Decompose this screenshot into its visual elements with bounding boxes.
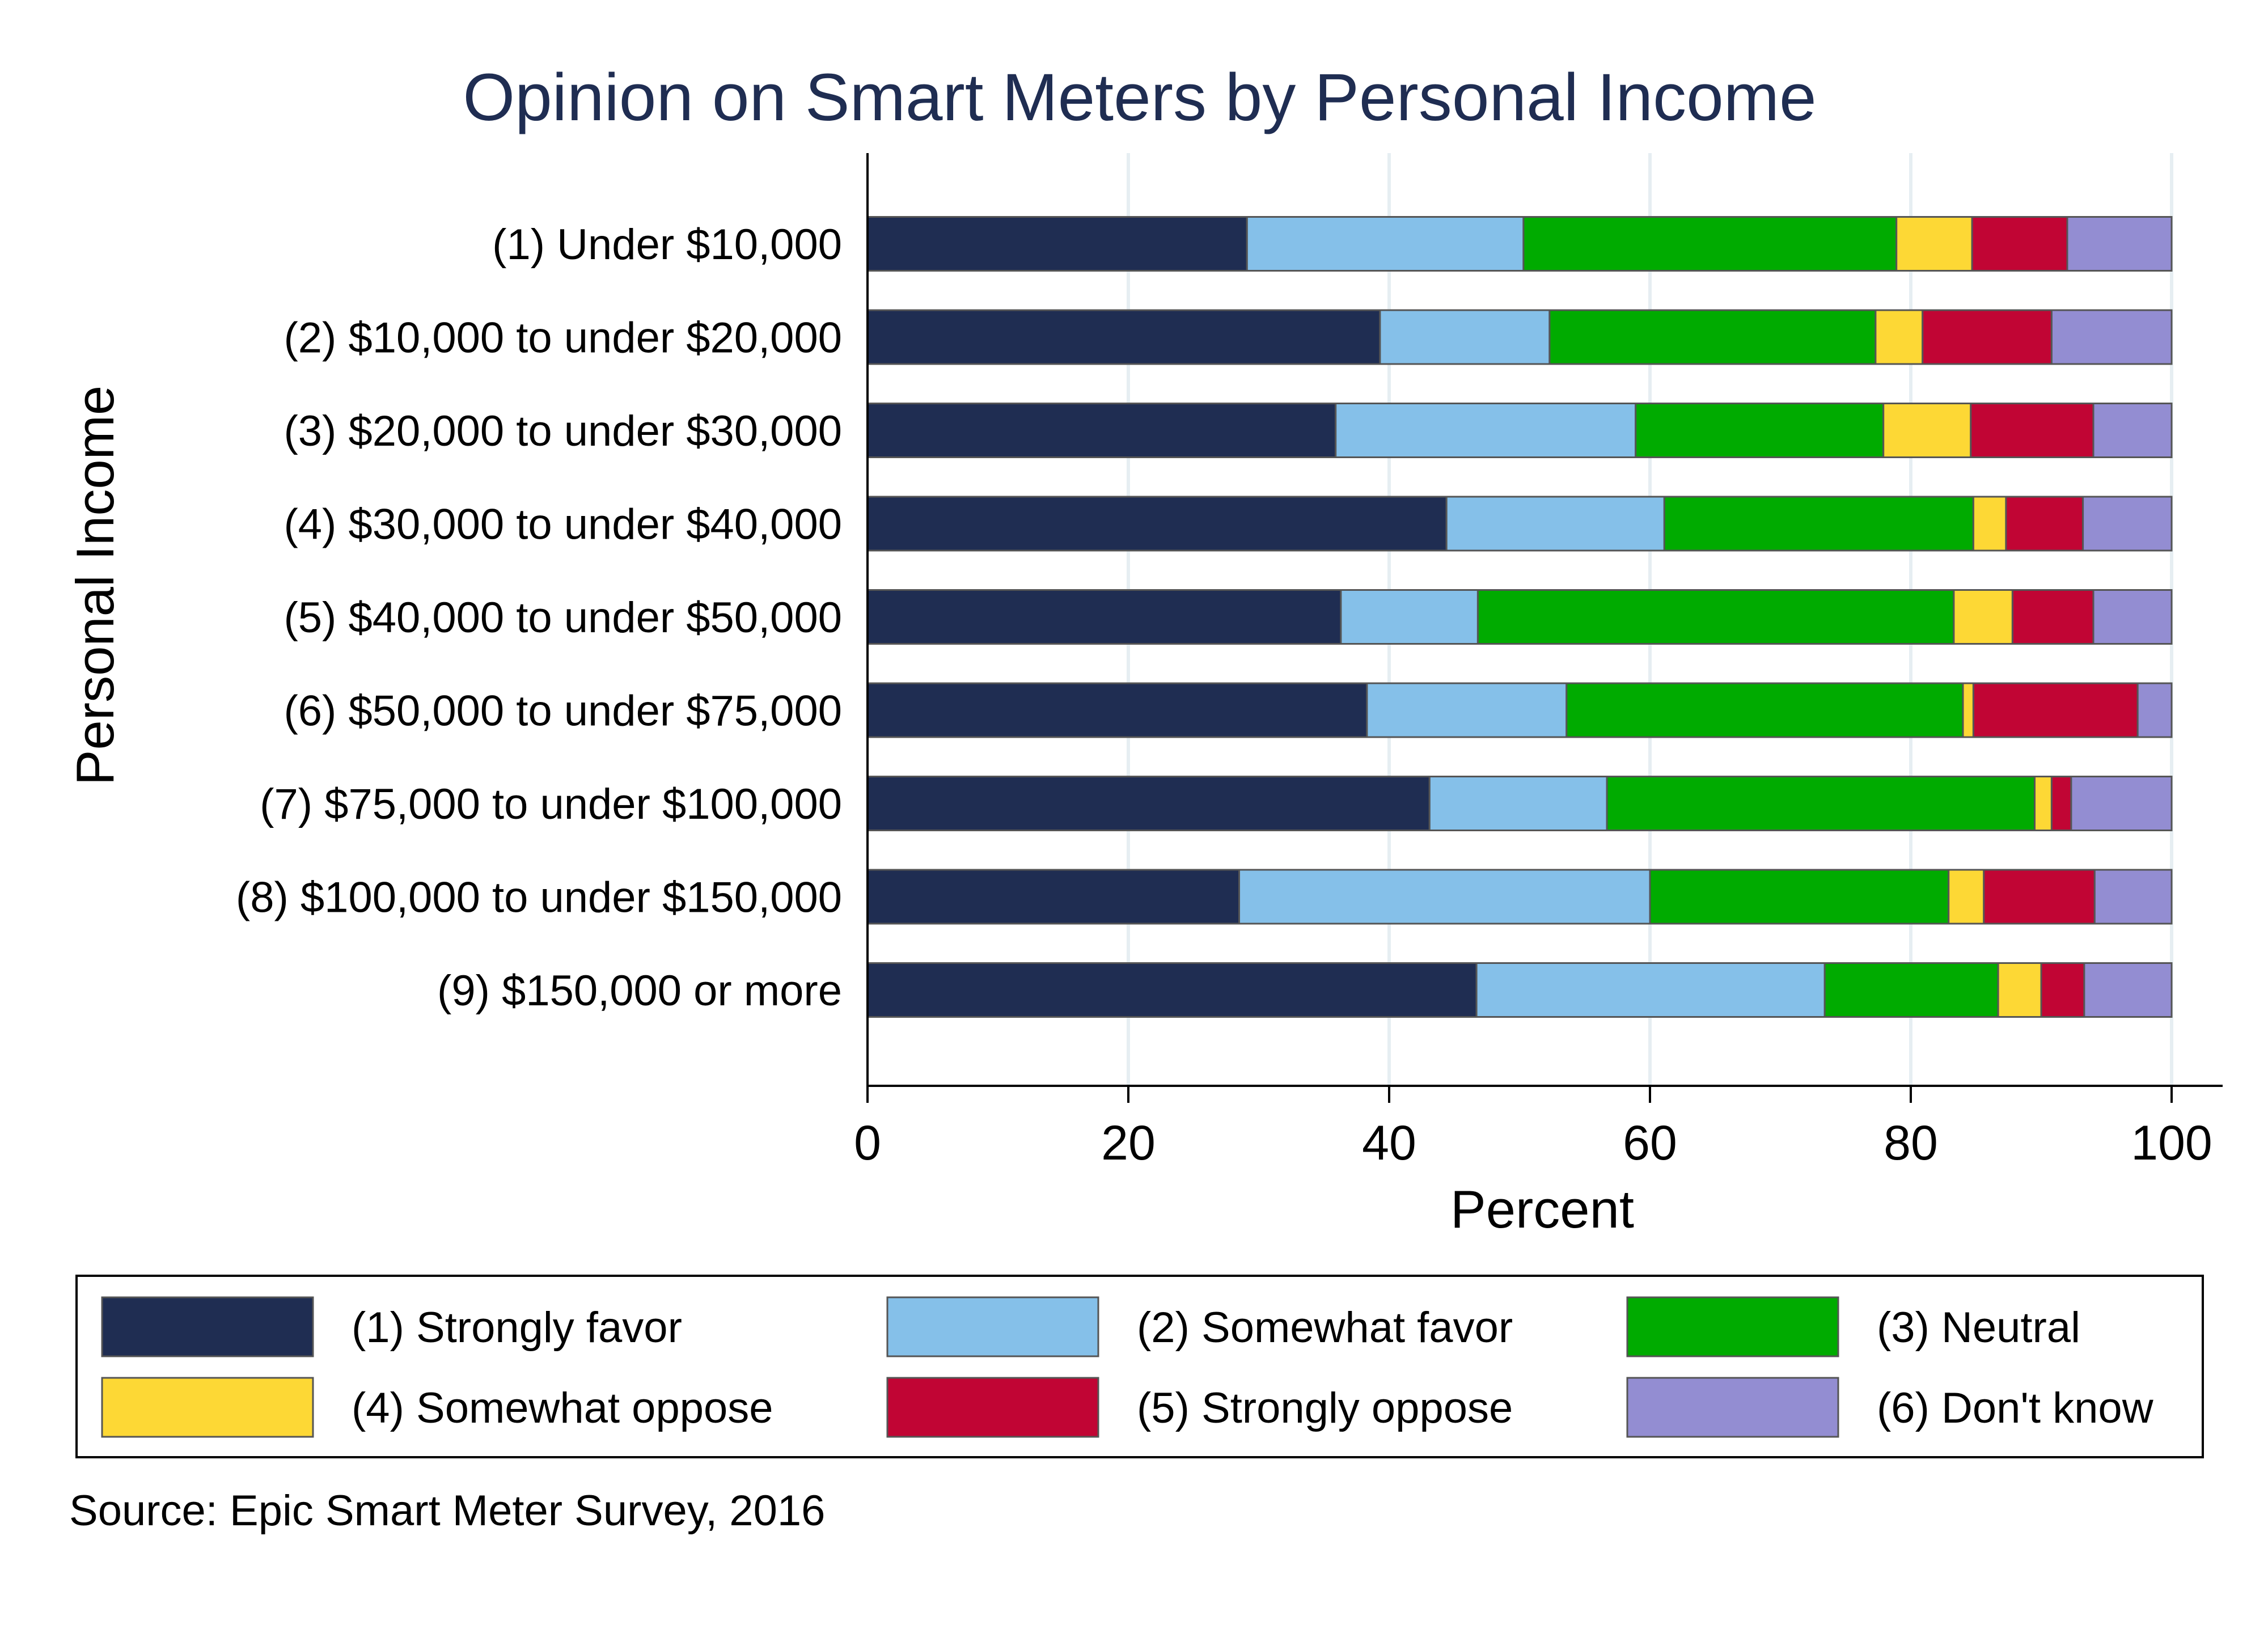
bar-segment <box>2011 589 2094 645</box>
bar-segment <box>866 776 1431 831</box>
bar-segment <box>1972 496 2007 552</box>
bar-segment <box>866 309 1381 365</box>
bar-segment <box>1948 869 1985 925</box>
bar-segment <box>1366 682 1568 738</box>
legend-label: (6) Don't know <box>1877 1384 2154 1432</box>
bar-segment <box>1475 962 1826 1018</box>
bar-segment <box>1565 682 1964 738</box>
bar-segment <box>2034 776 2053 831</box>
bar-segment <box>2082 496 2173 552</box>
bar-segment <box>2050 309 2173 365</box>
legend-label: (1) Strongly favor <box>352 1304 682 1352</box>
category-label: (5) $40,000 to under $50,000 <box>284 594 842 642</box>
category-label: (4) $30,000 to under $40,000 <box>284 501 842 549</box>
bar-segment <box>1882 403 1972 458</box>
chart-title: Opinion on Smart Meters by Personal Inco… <box>463 60 1816 135</box>
bar-segment <box>2066 216 2173 272</box>
legend: (1) Strongly favor (2) Somewhat favor (3) … <box>75 1275 2204 1458</box>
y-axis-labels: (1) Under $10,000 (2) $10,000 to under $2… <box>236 221 842 1015</box>
legend-swatch <box>1626 1377 1839 1438</box>
category-label: (2) $10,000 to under $20,000 <box>284 314 842 362</box>
legend-label: (4) Somewhat oppose <box>352 1384 773 1432</box>
bar-segment <box>1895 216 1973 272</box>
bar-segment <box>1875 309 1924 365</box>
bar-segment <box>2040 962 2085 1018</box>
bar-segment <box>866 216 1248 272</box>
legend-label: (2) Somewhat favor <box>1137 1304 1513 1352</box>
legend-swatch <box>101 1296 314 1357</box>
category-label: (7) $75,000 to under $100,000 <box>260 780 842 828</box>
bar-segment <box>866 589 1342 645</box>
bar-segment <box>1970 403 2094 458</box>
category-label: (9) $150,000 or more <box>437 967 842 1015</box>
source-note: Source: Epic Smart Meter Survey, 2016 <box>69 1487 825 1535</box>
bars <box>866 216 2173 1018</box>
legend-label: (3) Neutral <box>1877 1304 2080 1352</box>
x-tick-label: 100 <box>2131 1116 2212 1170</box>
bar-segment <box>2050 776 2072 831</box>
legend-label: (5) Strongly oppose <box>1137 1384 1513 1432</box>
legend-frame <box>75 1275 2204 1458</box>
bar-segment <box>1635 403 1885 458</box>
bar-segment <box>1823 962 1999 1018</box>
category-label: (1) Under $10,000 <box>492 221 842 269</box>
legend-swatch <box>101 1377 314 1438</box>
x-axis-title: Percent <box>1450 1179 1634 1239</box>
y-axis-title: Personal Income <box>65 386 125 785</box>
legend-swatch <box>886 1296 1099 1357</box>
bar-segment <box>2092 589 2173 645</box>
category-label: (8) $100,000 to under $150,000 <box>236 874 842 922</box>
bar-segment <box>1522 216 1898 272</box>
x-tick-label: 20 <box>1101 1116 1156 1170</box>
bar-segment <box>1649 869 1950 925</box>
bar-segment <box>1922 309 2053 365</box>
bar-segment <box>2136 682 2173 738</box>
bar-segment <box>866 682 1368 738</box>
bar-segment <box>1663 496 1974 552</box>
bar-segment <box>1962 682 1974 738</box>
x-axis-ticks: 0 20 40 60 80 100 <box>854 1086 2212 1170</box>
bar-segment <box>1340 589 1479 645</box>
x-tick-label: 60 <box>1623 1116 1677 1170</box>
category-label: (3) $20,000 to under $30,000 <box>284 407 842 455</box>
bar-segment <box>1445 496 1665 552</box>
bar-segment <box>2070 776 2173 831</box>
x-tick-label: 80 <box>1884 1116 1938 1170</box>
bar-segment <box>866 496 1448 552</box>
bar-segment <box>1971 216 2068 272</box>
legend-swatch <box>1626 1296 1839 1357</box>
bar-segment <box>1953 589 2013 645</box>
legend-swatch <box>886 1377 1099 1438</box>
bar-segment <box>1428 776 1608 831</box>
bar-segment <box>866 403 1337 458</box>
bar-segment <box>1606 776 2036 831</box>
bar-segment <box>2092 403 2173 458</box>
x-tick-label: 40 <box>1362 1116 1416 1170</box>
bar-segment <box>1379 309 1551 365</box>
bar-segment <box>1335 403 1637 458</box>
bar-segment <box>1548 309 1877 365</box>
bar-segment <box>1983 869 2096 925</box>
category-label: (6) $50,000 to under $75,000 <box>284 687 842 735</box>
bar-segment <box>1476 589 1955 645</box>
bar-segment <box>866 962 1478 1018</box>
bar-segment <box>1972 682 2139 738</box>
bar-segment <box>866 869 1240 925</box>
bar-segment <box>1238 869 1651 925</box>
bar-segment <box>2093 869 2173 925</box>
x-tick-label: 0 <box>854 1116 881 1170</box>
bar-segment <box>1246 216 1525 272</box>
bar-segment <box>2005 496 2084 552</box>
bar-segment <box>2083 962 2173 1018</box>
bar-segment <box>1997 962 2042 1018</box>
